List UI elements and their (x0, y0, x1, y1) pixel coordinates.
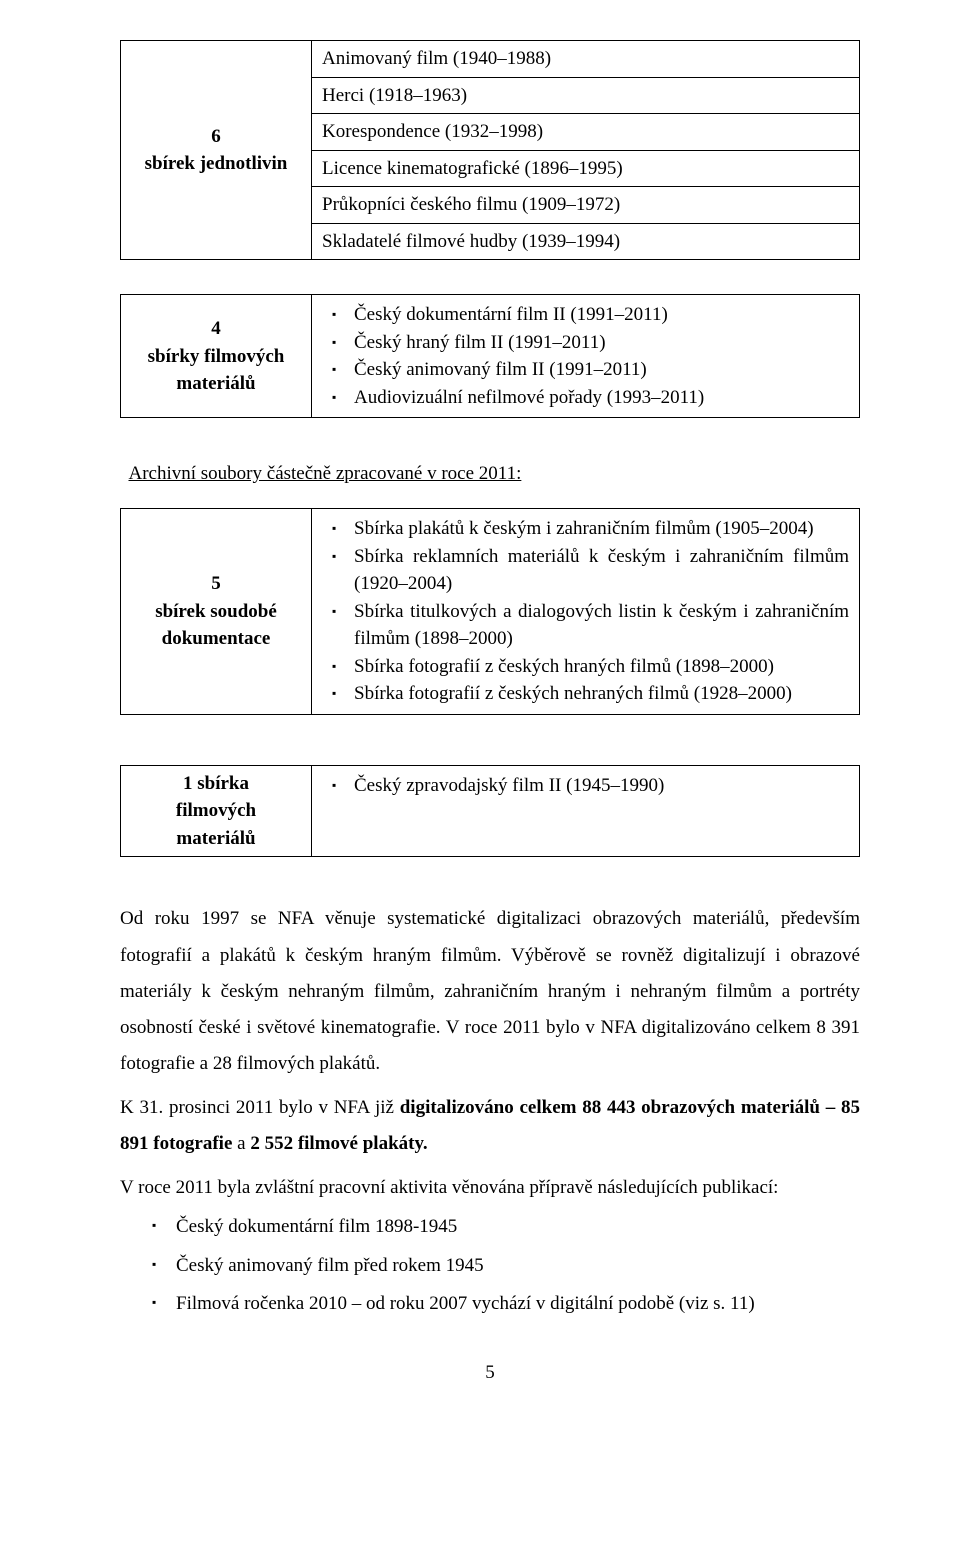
table-row: Herci (1918–1963) (312, 77, 860, 114)
list-item: Český dokumentární film 1898-1945 (176, 1212, 860, 1242)
list-item: Filmová ročenka 2010 – od roku 2007 vych… (176, 1289, 860, 1319)
table3-right-cell: Sbírka plakátů k českým i zahraničním fi… (312, 509, 860, 715)
para2-d: 2 552 filmové plakáty. (250, 1133, 427, 1154)
table1-left-cell: 6 sbírek jednotlivin (121, 41, 312, 260)
table4-left-top: 1 sbírka (131, 770, 301, 798)
table3-heading-cell: Archivní soubory částečně zpracované v r… (121, 452, 860, 508)
list-item: Český animovaný film II (1991–2011) (354, 356, 849, 384)
table2-right-cell: Český dokumentární film II (1991–2011) Č… (312, 295, 860, 418)
table2-left-bot: materiálů (131, 370, 301, 398)
table-row: Korespondence (1932–1998) (312, 114, 860, 151)
list-item: Sbírka plakátů k českým i zahraničním fi… (354, 515, 849, 543)
page-number: 5 (120, 1359, 860, 1387)
list-item: Český animovaný film před rokem 1945 (176, 1251, 860, 1281)
list-item: Sbírka fotografií z českých nehraných fi… (354, 680, 849, 708)
list-item: Sbírka fotografií z českých hraných film… (354, 653, 849, 681)
paragraph-digitization: Od roku 1997 se NFA věnuje systematické … (120, 901, 860, 1081)
table3-heading: Archivní soubory částečně zpracované v r… (129, 460, 852, 488)
table4-right-cell: Český zpravodajský film II (1945–1990) (312, 765, 860, 857)
table1-left-bottom: sbírek jednotlivin (131, 150, 301, 178)
table-collections-1: 1 sbírka filmových materiálů Český zprav… (120, 765, 860, 858)
table3-left-mid: sbírek soudobé (131, 598, 301, 626)
table-row: Animovaný film (1940–1988) (312, 41, 860, 78)
list-item: Sbírka reklamních materiálů k českým i z… (354, 543, 849, 598)
table3-left-bot: dokumentace (131, 625, 301, 653)
para2-c: a (232, 1133, 250, 1154)
table-collections-5: Archivní soubory částečně zpracované v r… (120, 452, 860, 714)
table2-left-cell: 4 sbírky filmových materiálů (121, 295, 312, 418)
para2-a: K 31. prosinci 2011 bylo v NFA již (120, 1097, 400, 1118)
table2-left-top: 4 (131, 315, 301, 343)
table4-left-cell: 1 sbírka filmových materiálů (121, 765, 312, 857)
table2-left-mid: sbírky filmových (131, 343, 301, 371)
list-item: Český zpravodajský film II (1945–1990) (354, 772, 849, 800)
table3-left-top: 5 (131, 570, 301, 598)
table-collections-4: 4 sbírky filmových materiálů Český dokum… (120, 294, 860, 418)
table-row: Průkopníci českého filmu (1909–1972) (312, 187, 860, 224)
paragraph-totals: K 31. prosinci 2011 bylo v NFA již digit… (120, 1090, 860, 1162)
table1-left-top: 6 (131, 123, 301, 151)
list-item: Audiovizuální nefilmové pořady (1993–201… (354, 384, 849, 412)
table-collections-6: 6 sbírek jednotlivin Animovaný film (194… (120, 40, 860, 260)
list-item: Český dokumentární film II (1991–2011) (354, 301, 849, 329)
paragraph-publications-intro: V roce 2011 byla zvláštní pracovní aktiv… (120, 1170, 860, 1206)
list-item: Sbírka titulkových a dialogových listin … (354, 598, 849, 653)
table4-left-mid: filmových (131, 797, 301, 825)
table-row: Licence kinematografické (1896–1995) (312, 150, 860, 187)
list-item: Český hraný film II (1991–2011) (354, 329, 849, 357)
publications-list: Český dokumentární film 1898-1945 Český … (120, 1212, 860, 1319)
table4-left-bot: materiálů (131, 825, 301, 853)
table3-left-cell: 5 sbírek soudobé dokumentace (121, 509, 312, 715)
table-row: Skladatelé filmové hudby (1939–1994) (312, 223, 860, 260)
